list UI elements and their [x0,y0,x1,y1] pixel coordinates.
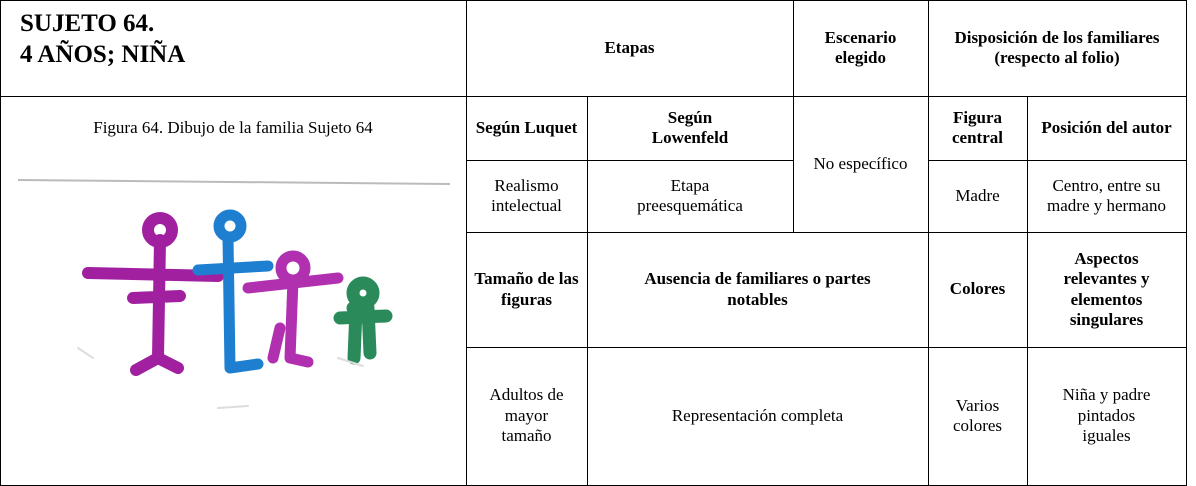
table-cell: Madre [927,159,1028,233]
subheader-cell: Según Lowenfeld [586,95,794,161]
header-cell: Disposición de los familiares (respecto … [927,0,1187,97]
subheader-cell: Según Luquet [465,95,588,161]
title-line: 4 AÑOS; NIÑA [20,41,186,69]
subheader-cell: Tamaño de las figuras [465,231,588,348]
table-cell: Representación completa [586,346,929,486]
table-cell: Varios colores [927,346,1028,486]
table-cell: Centro, entre su madre y hermano [1026,159,1187,233]
table-cell: Etapa preesquemática [586,159,794,233]
family-drawing [18,179,450,409]
subheader-cell: Figura central [927,95,1028,161]
title-line: SUJETO 64. [20,10,155,37]
figure-caption: Figura 64. Dibujo de la familia Sujeto 6… [93,118,373,137]
table-cell: No específico [792,95,929,233]
header-cell: Etapas [465,0,794,97]
table-cell: Niña y padre pintados iguales [1026,346,1187,486]
subheader-cell: Colores [927,231,1028,348]
header-cell: Escenario elegido [792,0,929,97]
table-cell: Adultos de mayor tamaño [465,346,588,486]
subheader-cell: Aspectos relevantes y elementos singular… [1026,231,1187,348]
subheader-cell: Ausencia de familiares o partes notables [586,231,929,348]
subject-title: SUJETO 64. 4 AÑOS; NIÑA [20,8,185,71]
subheader-cell: Posición del autor [1026,95,1187,161]
table-cell: Realismo intelectual [465,159,588,233]
